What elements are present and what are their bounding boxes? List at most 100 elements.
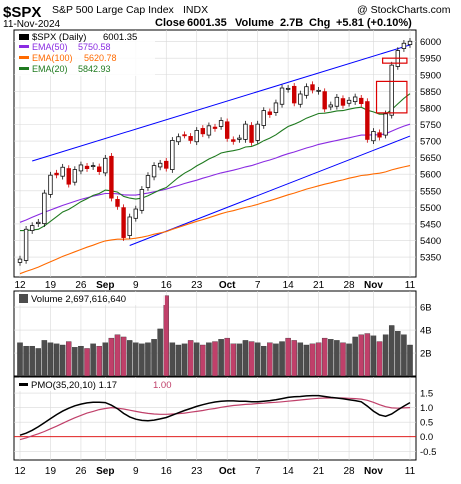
volume-bar bbox=[47, 342, 54, 377]
date-tick-label: Sep bbox=[96, 280, 114, 291]
ema50-line bbox=[19, 123, 411, 223]
index-name: S&P 500 Large Cap Index bbox=[52, 4, 175, 16]
candle bbox=[48, 171, 53, 198]
date-tick-label: 19 bbox=[45, 280, 57, 291]
pmo-tick-label: 0.5 bbox=[420, 418, 433, 429]
price-tick-label: 6000 bbox=[420, 37, 441, 48]
volume-label: Volume bbox=[235, 17, 274, 29]
volume-bar bbox=[145, 342, 151, 377]
volume-bar bbox=[35, 348, 42, 377]
candle bbox=[97, 163, 102, 175]
legend-swatch-ema50 bbox=[19, 45, 29, 48]
candle bbox=[157, 159, 163, 171]
candle bbox=[292, 83, 297, 107]
date-tick-label: 14 bbox=[283, 280, 295, 291]
candle bbox=[139, 186, 145, 214]
volume-bar bbox=[84, 348, 90, 377]
candle bbox=[249, 122, 254, 146]
candle-body bbox=[377, 132, 382, 138]
candle bbox=[328, 101, 333, 111]
candle-body bbox=[212, 126, 218, 129]
volume-bar bbox=[212, 341, 218, 377]
candle-body bbox=[60, 166, 65, 177]
candle-body bbox=[267, 111, 273, 115]
close-label: Close bbox=[155, 17, 185, 29]
pmo-panel: 1.5 1.0 0.5 0.0 -0.5 PMO(35,20,10) 1.17 1.00 bbox=[13, 376, 436, 461]
volume-tick-label: 4B bbox=[420, 326, 432, 337]
volume-panel: 6B 4B 2B Volume 2,697,616,640 bbox=[13, 290, 432, 377]
annotation-box bbox=[375, 80, 408, 114]
date-tick-label: Nov bbox=[364, 466, 383, 477]
volume-bar bbox=[114, 334, 121, 377]
date-tick-label: 9 bbox=[133, 466, 139, 477]
candle-body bbox=[310, 84, 315, 91]
pmo-tick-label: 0.0 bbox=[420, 432, 433, 443]
candle-body bbox=[188, 136, 193, 141]
pmo-legend-swatch bbox=[19, 383, 28, 386]
candle bbox=[237, 134, 242, 143]
candle bbox=[54, 169, 59, 179]
candle bbox=[103, 154, 108, 177]
candle-body bbox=[292, 85, 297, 104]
candle bbox=[212, 123, 218, 132]
chart-date: 11-Nov-2024 bbox=[3, 19, 61, 30]
candle bbox=[115, 196, 120, 210]
date-tick-label: Nov bbox=[364, 280, 383, 291]
volume-bar bbox=[401, 334, 407, 377]
candle bbox=[285, 85, 291, 93]
price-tick-label: 5850 bbox=[420, 87, 441, 98]
candle bbox=[231, 136, 236, 145]
legend-price: $SPX (Daily) bbox=[32, 32, 86, 43]
candle bbox=[401, 39, 407, 52]
candle bbox=[90, 162, 96, 170]
candle bbox=[261, 107, 266, 129]
candle bbox=[377, 129, 382, 141]
price-tick-label: 5900 bbox=[420, 70, 441, 81]
candle bbox=[267, 108, 273, 118]
candle-body bbox=[389, 64, 394, 116]
volume-bar bbox=[395, 331, 401, 377]
candle-body bbox=[42, 192, 47, 225]
date-tick-label: 23 bbox=[191, 466, 203, 477]
price-tick-label: 5550 bbox=[420, 186, 441, 197]
candle-body bbox=[151, 165, 157, 178]
date-tick-label: 23 bbox=[191, 280, 203, 291]
candle bbox=[322, 88, 327, 113]
volume-bar bbox=[41, 340, 48, 377]
price-panel: 6000 5950 5900 5850 5800 5750 5700 5650 5600 5550… bbox=[13, 29, 441, 278]
pmo-line bbox=[19, 394, 411, 436]
candle bbox=[72, 166, 78, 186]
candle bbox=[133, 205, 138, 222]
pmo-tick-label: 1.0 bbox=[420, 403, 433, 414]
candle bbox=[371, 128, 376, 145]
candle-body bbox=[322, 91, 327, 110]
date-tick-label: 19 bbox=[45, 466, 57, 477]
date-tick-label: Sep bbox=[96, 466, 114, 477]
candle bbox=[206, 122, 212, 139]
volume-bar bbox=[169, 342, 176, 377]
candle bbox=[29, 222, 35, 234]
legend-ema20: EMA(20) bbox=[32, 64, 68, 74]
volume-bar bbox=[17, 342, 23, 377]
volume-bar bbox=[133, 342, 139, 377]
volume-bar bbox=[206, 342, 212, 377]
pmo-tick-label: -0.5 bbox=[420, 447, 436, 458]
volume-bar bbox=[242, 340, 249, 377]
volume-bar bbox=[187, 340, 194, 377]
volume-bar bbox=[151, 339, 157, 377]
volume-bar bbox=[382, 334, 389, 377]
channel-lower-line bbox=[129, 135, 411, 246]
volume-bar bbox=[364, 333, 371, 377]
candle bbox=[316, 87, 321, 95]
date-tick-label: 12 bbox=[14, 280, 26, 291]
volume-bar bbox=[72, 347, 78, 377]
candle-body bbox=[249, 125, 254, 143]
legend-ema100-value: 5620.78 bbox=[84, 53, 117, 63]
candle-body bbox=[273, 102, 279, 113]
candle bbox=[200, 125, 206, 138]
candle bbox=[182, 131, 187, 139]
candle bbox=[66, 165, 71, 188]
symbol-title: $SPX bbox=[3, 4, 41, 21]
candle-body bbox=[103, 157, 108, 174]
